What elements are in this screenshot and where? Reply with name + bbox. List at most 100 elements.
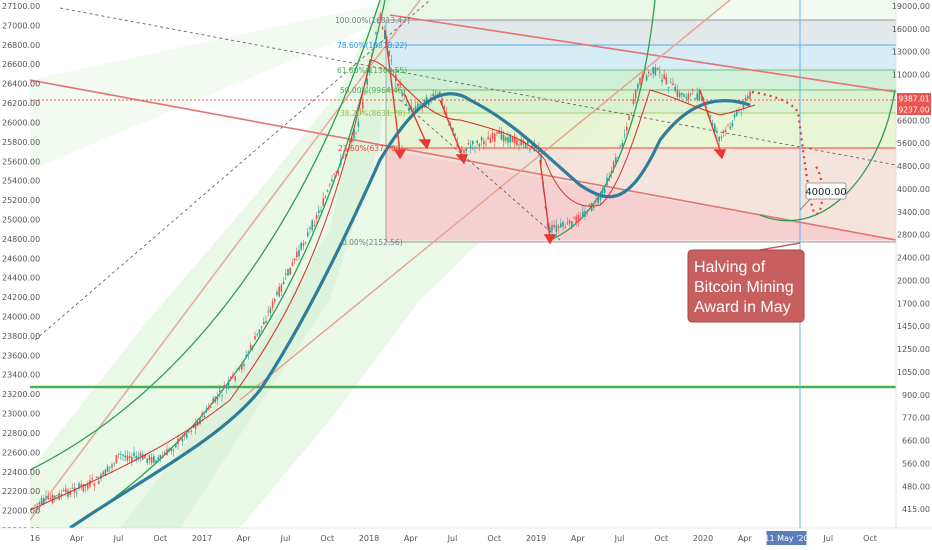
candle-body (293, 258, 296, 261)
green-fan-region-inner (120, 0, 390, 528)
time-tick-label: Jul (113, 534, 124, 543)
candle-body (463, 149, 465, 153)
candle-body (645, 75, 648, 81)
candle-body (139, 453, 142, 457)
fib-labels: 100.00%(16813.47) 78.60%(13818.22) 61.80… (335, 16, 410, 247)
fib-label-50: 50.00%(9964.46) (340, 86, 406, 95)
candle-body (109, 466, 111, 468)
candle-body (709, 115, 712, 117)
candle-body (102, 471, 104, 475)
candle-body (685, 96, 687, 99)
candle-body (549, 226, 551, 231)
price-callout-text: 4000.00 (805, 187, 846, 198)
time-tick-label: 2020 (693, 534, 713, 543)
candle-body (322, 198, 324, 206)
candle-body (131, 456, 133, 462)
candle-body (146, 458, 148, 463)
right-tick-label: 560.00 (902, 459, 930, 468)
candle-body (551, 225, 553, 232)
candle-body (137, 456, 140, 458)
candle-body (357, 121, 360, 127)
right-tick-label: 480.00 (902, 482, 930, 491)
candle-body (540, 156, 542, 165)
right-tick-label: 13000.00 (892, 48, 930, 57)
candle-body (359, 112, 362, 114)
candle-body (291, 262, 294, 266)
candle-body (243, 363, 245, 366)
candle-body (223, 384, 225, 388)
time-tick-label: Jul (614, 534, 625, 543)
candle-body (670, 82, 672, 84)
price-label-badge-1 (897, 93, 931, 104)
time-axis-ticks: 16 Apr Jul Oct 2017 Apr Jul Oct 2018 Apr Jul Oct 201… (30, 531, 877, 545)
time-axis[interactable] (0, 528, 932, 550)
candle-body (183, 433, 186, 437)
candle-body (199, 418, 201, 424)
candle-body (621, 143, 624, 147)
candle-body (568, 220, 571, 224)
candle-body (122, 454, 124, 456)
candle-body (135, 455, 137, 459)
candle-body (663, 74, 665, 80)
candle-body (714, 124, 716, 132)
candle-body (560, 223, 562, 228)
candle-body (271, 301, 274, 308)
candle-body (588, 204, 591, 206)
left-tick-label: 23200.00 (2, 390, 40, 399)
candle-body (678, 92, 681, 97)
candle-body (256, 333, 258, 335)
candle-body (408, 107, 410, 112)
candle-body (491, 132, 494, 139)
candle-body (718, 136, 720, 142)
left-axis-ticks: 27100.00 27000.00 26800.00 26600.00 26400.00… (2, 2, 40, 535)
candle-body (696, 93, 698, 100)
parabolic-arc-b (69, 0, 386, 528)
candle-body (432, 93, 434, 97)
candle-body (49, 498, 52, 500)
candle-body (95, 476, 98, 478)
right-tick-label: 2000.00 (897, 276, 930, 285)
candle-body (384, 30, 386, 39)
candle-body (500, 130, 503, 140)
time-tick-label: Apr (571, 534, 586, 543)
candle-body (392, 71, 395, 73)
candle-body (170, 448, 173, 451)
candle-body (516, 139, 518, 146)
candle-body (511, 137, 514, 143)
right-tick-label: 415.00 (902, 505, 930, 514)
candle-body (626, 126, 628, 131)
candle-body (533, 145, 536, 152)
candle-body (744, 97, 747, 102)
candle-body (208, 406, 210, 410)
candle-body (546, 223, 549, 227)
candle-body (93, 483, 96, 486)
candle-body (265, 320, 267, 323)
candle-body (652, 67, 654, 74)
fib-label-236: 23.60%(6377.00) (338, 144, 404, 153)
candle-body (205, 408, 208, 412)
price-callout[interactable]: 4000.00 (799, 182, 847, 211)
candle-body (628, 115, 630, 120)
candle-body (311, 220, 313, 231)
candle-body (370, 55, 373, 58)
candle-body (309, 227, 311, 229)
candle-body (474, 147, 476, 149)
right-axis[interactable] (896, 0, 932, 528)
candle-body (344, 154, 346, 156)
candle-body (615, 157, 617, 163)
time-tick-label: Oct (320, 534, 334, 543)
candle-body (689, 93, 692, 95)
candle-body (480, 137, 483, 141)
candle-body (40, 498, 43, 505)
candle-body (157, 457, 159, 460)
candle-body (722, 130, 725, 134)
candle-body (373, 47, 375, 49)
candle-body (379, 13, 382, 22)
left-axis[interactable] (0, 0, 30, 528)
halving-note[interactable]: Halving of Bitcoin Mining Award in May (687, 242, 805, 323)
candle-body (186, 434, 188, 438)
candle-body (267, 311, 269, 313)
price-label-2: 9237.00 (898, 106, 929, 115)
candle-body (175, 443, 177, 448)
